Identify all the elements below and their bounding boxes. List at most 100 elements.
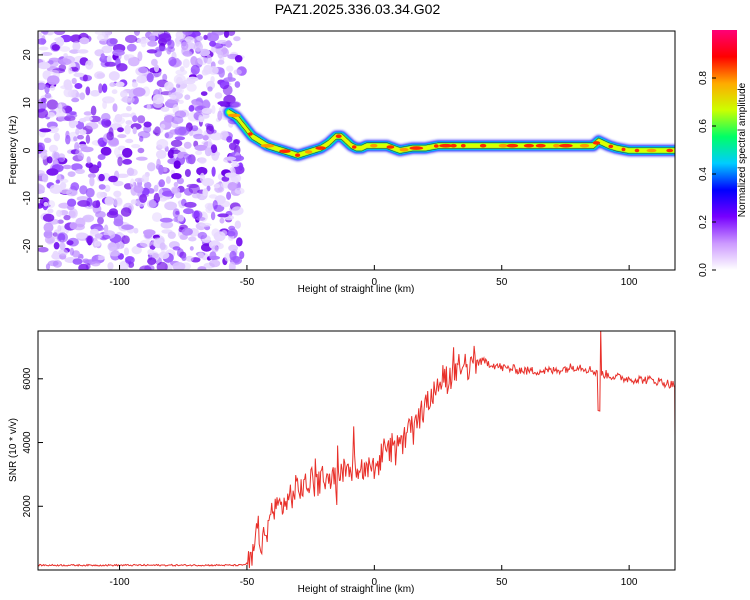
colorbar-gradient bbox=[712, 30, 737, 270]
noise-blob bbox=[38, 246, 49, 253]
noise-blob bbox=[53, 132, 60, 142]
noise-blob bbox=[207, 86, 213, 92]
noise-blob bbox=[90, 105, 97, 116]
noise-blob bbox=[88, 164, 100, 174]
noise-blob bbox=[226, 65, 234, 72]
noise-blob bbox=[217, 50, 224, 59]
colorbar-ticks: 0.0 0.2 0.4 0.6 0.8 bbox=[698, 71, 716, 277]
noise-blob bbox=[182, 50, 193, 57]
noise-blob bbox=[72, 258, 83, 265]
noise-blob bbox=[55, 179, 60, 184]
noise-blob bbox=[124, 124, 131, 135]
ridge-peak bbox=[315, 146, 327, 150]
noise-blob bbox=[140, 39, 147, 48]
noise-blob bbox=[120, 113, 132, 118]
ridge-edge-line bbox=[228, 109, 675, 153]
noise-blob bbox=[177, 99, 184, 104]
noise-blob bbox=[70, 182, 80, 192]
noise-blob bbox=[82, 214, 95, 223]
noise-blob bbox=[77, 134, 84, 140]
noise-blob bbox=[49, 184, 63, 195]
noise-blob bbox=[92, 200, 101, 209]
noise-blob bbox=[184, 169, 191, 177]
noise-blob bbox=[218, 67, 225, 78]
noise-blob bbox=[59, 182, 67, 190]
noise-blob bbox=[47, 60, 54, 65]
noise-blob bbox=[143, 121, 152, 128]
noise-blob bbox=[172, 246, 181, 251]
noise-blob bbox=[115, 241, 125, 250]
noise-blob bbox=[75, 128, 80, 135]
noise-blob bbox=[107, 262, 114, 270]
snr-x-axis: -100 -50 0 50 100 bbox=[110, 565, 638, 588]
noise-blob bbox=[209, 40, 217, 47]
noise-blob bbox=[85, 134, 91, 144]
ridge-peak bbox=[646, 148, 657, 153]
noise-blob bbox=[117, 156, 123, 167]
noise-blob bbox=[184, 94, 191, 100]
noise-blob bbox=[191, 125, 199, 132]
noise-blob bbox=[137, 115, 146, 124]
y-tick-label: -20 bbox=[22, 238, 33, 253]
x-tick-label: 0 bbox=[372, 277, 378, 288]
noise-blob bbox=[106, 55, 112, 64]
noise-blob bbox=[227, 230, 236, 237]
noise-blob bbox=[97, 154, 106, 160]
noise-blob bbox=[70, 34, 82, 43]
noise-blob bbox=[226, 191, 232, 200]
noise-blob bbox=[158, 33, 172, 43]
noise-blob bbox=[198, 114, 204, 123]
noise-blob bbox=[83, 111, 93, 116]
noise-blob bbox=[158, 179, 165, 188]
noise-blob bbox=[147, 249, 154, 256]
noise-blob bbox=[228, 244, 239, 252]
noise-blob bbox=[137, 147, 145, 154]
noise-blob bbox=[98, 83, 103, 94]
noise-blob bbox=[44, 137, 52, 143]
noise-blob bbox=[196, 35, 204, 41]
noise-blob bbox=[47, 260, 59, 267]
noise-blob bbox=[79, 185, 88, 195]
noise-blob bbox=[158, 188, 164, 198]
colorbar: 0.0 0.2 0.4 0.6 0.8 Normalized spectral ampl… bbox=[698, 30, 748, 277]
noise-blob bbox=[153, 192, 161, 204]
ridge-peak bbox=[621, 147, 626, 152]
noise-blob bbox=[213, 183, 221, 189]
noise-blob bbox=[176, 177, 184, 185]
ridge-peak bbox=[523, 143, 535, 148]
noise-blob bbox=[121, 224, 134, 230]
noise-blob bbox=[100, 53, 106, 60]
noise-blob bbox=[122, 158, 133, 165]
noise-blob bbox=[211, 166, 216, 177]
noise-blob bbox=[141, 174, 149, 184]
noise-blob bbox=[175, 83, 181, 89]
noise-blob bbox=[139, 135, 144, 142]
noise-blob bbox=[201, 177, 215, 187]
noise-blob bbox=[42, 213, 55, 222]
noise-blob bbox=[57, 225, 62, 232]
spectrogram-x-axis: -100 -50 0 50 100 bbox=[110, 265, 638, 288]
x-tick-label: 50 bbox=[496, 277, 508, 288]
noise-blob bbox=[208, 66, 219, 75]
colorbar-tick-label: 0.0 bbox=[698, 263, 709, 277]
noise-blob bbox=[73, 136, 78, 142]
noise-blob bbox=[231, 206, 244, 216]
noise-blob bbox=[160, 221, 174, 229]
noise-blob bbox=[206, 54, 212, 65]
noise-blob bbox=[116, 63, 128, 72]
noise-blob bbox=[207, 138, 212, 149]
noise-blob bbox=[186, 83, 197, 92]
noise-blob bbox=[195, 150, 203, 156]
noise-blob bbox=[137, 51, 143, 62]
noise-blob bbox=[72, 41, 81, 52]
ridge-peak bbox=[351, 145, 357, 149]
colorbar-tick-label: 0.2 bbox=[698, 215, 709, 229]
noise-blob bbox=[40, 150, 48, 160]
noise-blob bbox=[146, 104, 151, 110]
ridge-peak bbox=[304, 150, 313, 154]
noise-blob bbox=[210, 76, 215, 83]
noise-blob bbox=[113, 116, 125, 125]
noise-blob bbox=[135, 156, 148, 161]
noise-blob bbox=[79, 37, 90, 45]
ridge-peak bbox=[634, 148, 640, 153]
